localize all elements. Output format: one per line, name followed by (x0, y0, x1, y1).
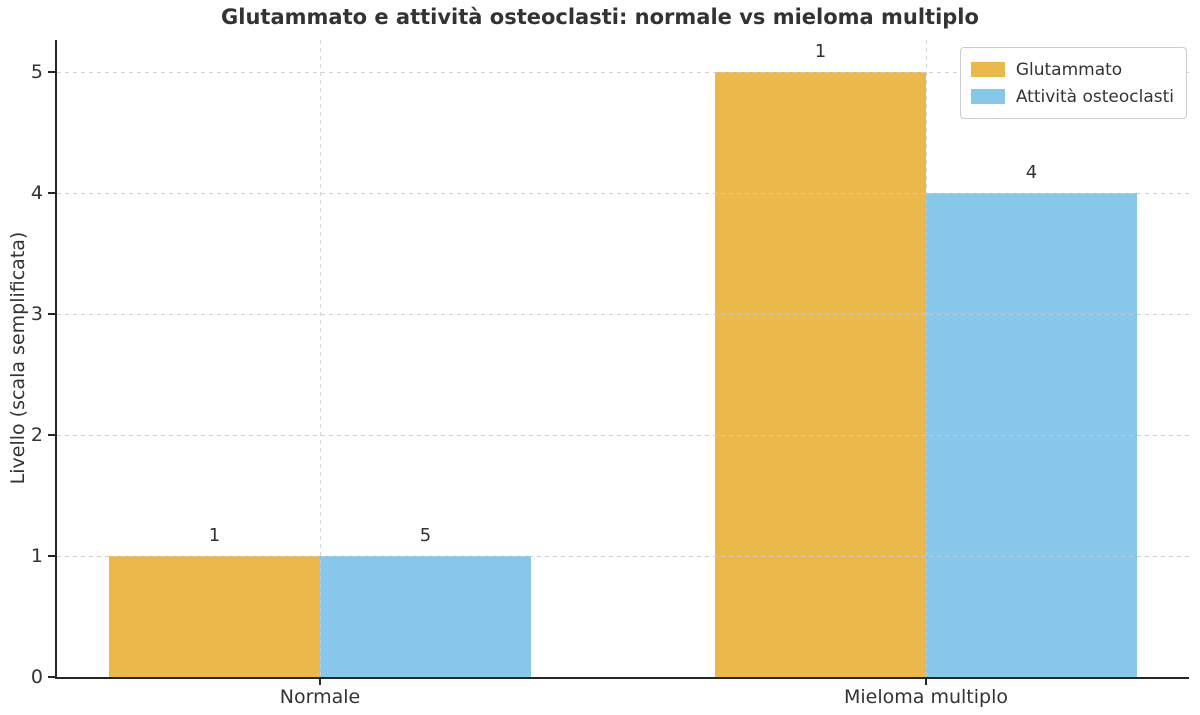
y-tick-mark-3 (48, 313, 55, 315)
legend-swatch-glutammato (970, 62, 1005, 77)
bar-glutammato-mieloma-multiplo (715, 72, 926, 677)
legend-item-glutammato: Glutammato (970, 56, 1174, 83)
y-tick-label-1: 1 (30, 545, 43, 567)
bar-attivit-osteoclasti-normale (320, 556, 531, 677)
legend: Glutammato Attività osteoclasti (959, 47, 1187, 119)
y-axis-spine (55, 40, 57, 679)
legend-swatch-attivit-osteoclasti (970, 89, 1005, 104)
bar-value-label: 1 (814, 41, 827, 62)
y-tick-mark-1 (48, 555, 55, 557)
legend-label: Attività osteoclasti (1015, 86, 1174, 107)
bar-value-label: 5 (419, 525, 432, 546)
y-tick-label-2: 2 (30, 424, 43, 446)
plot-area: 1 5 1 4 0 1 2 3 4 5 Normale Mieloma multiplo (31, 40, 1189, 708)
y-tick-label-5: 5 (30, 61, 43, 83)
bar-glutammato-normale (109, 556, 320, 677)
bar-value-label: 4 (1025, 162, 1038, 183)
y-tick-mark-4 (48, 192, 55, 194)
x-tick-label-mieloma-multiplo: Mieloma multiplo (844, 686, 1008, 708)
bar-value-label: 1 (208, 525, 221, 546)
y-tick-mark-0 (48, 676, 55, 678)
y-tick-label-3: 3 (30, 303, 43, 325)
chart-title: Glutammato e attività osteoclasti: norma… (221, 5, 979, 29)
bar-attivit-osteoclasti-mieloma-multiplo (926, 193, 1137, 677)
y-tick-mark-5 (48, 71, 55, 73)
x-axis-spine (55, 677, 1189, 679)
x-tick-mark-mieloma-multiplo (925, 679, 927, 685)
ticks-layer: 1 5 1 4 0 1 2 3 4 5 Normale Mieloma multiplo (31, 40, 1189, 708)
bars-layer (57, 40, 1189, 677)
y-tick-label-4: 4 (30, 182, 43, 204)
legend-item-attivit-osteoclasti: Attività osteoclasti (970, 83, 1174, 110)
y-tick-mark-2 (48, 434, 55, 436)
y-tick-label-0: 0 (30, 666, 43, 688)
x-tick-label-normale: Normale (279, 686, 361, 708)
x-tick-mark-normale (319, 679, 321, 685)
legend-label: Glutammato (1015, 59, 1123, 80)
